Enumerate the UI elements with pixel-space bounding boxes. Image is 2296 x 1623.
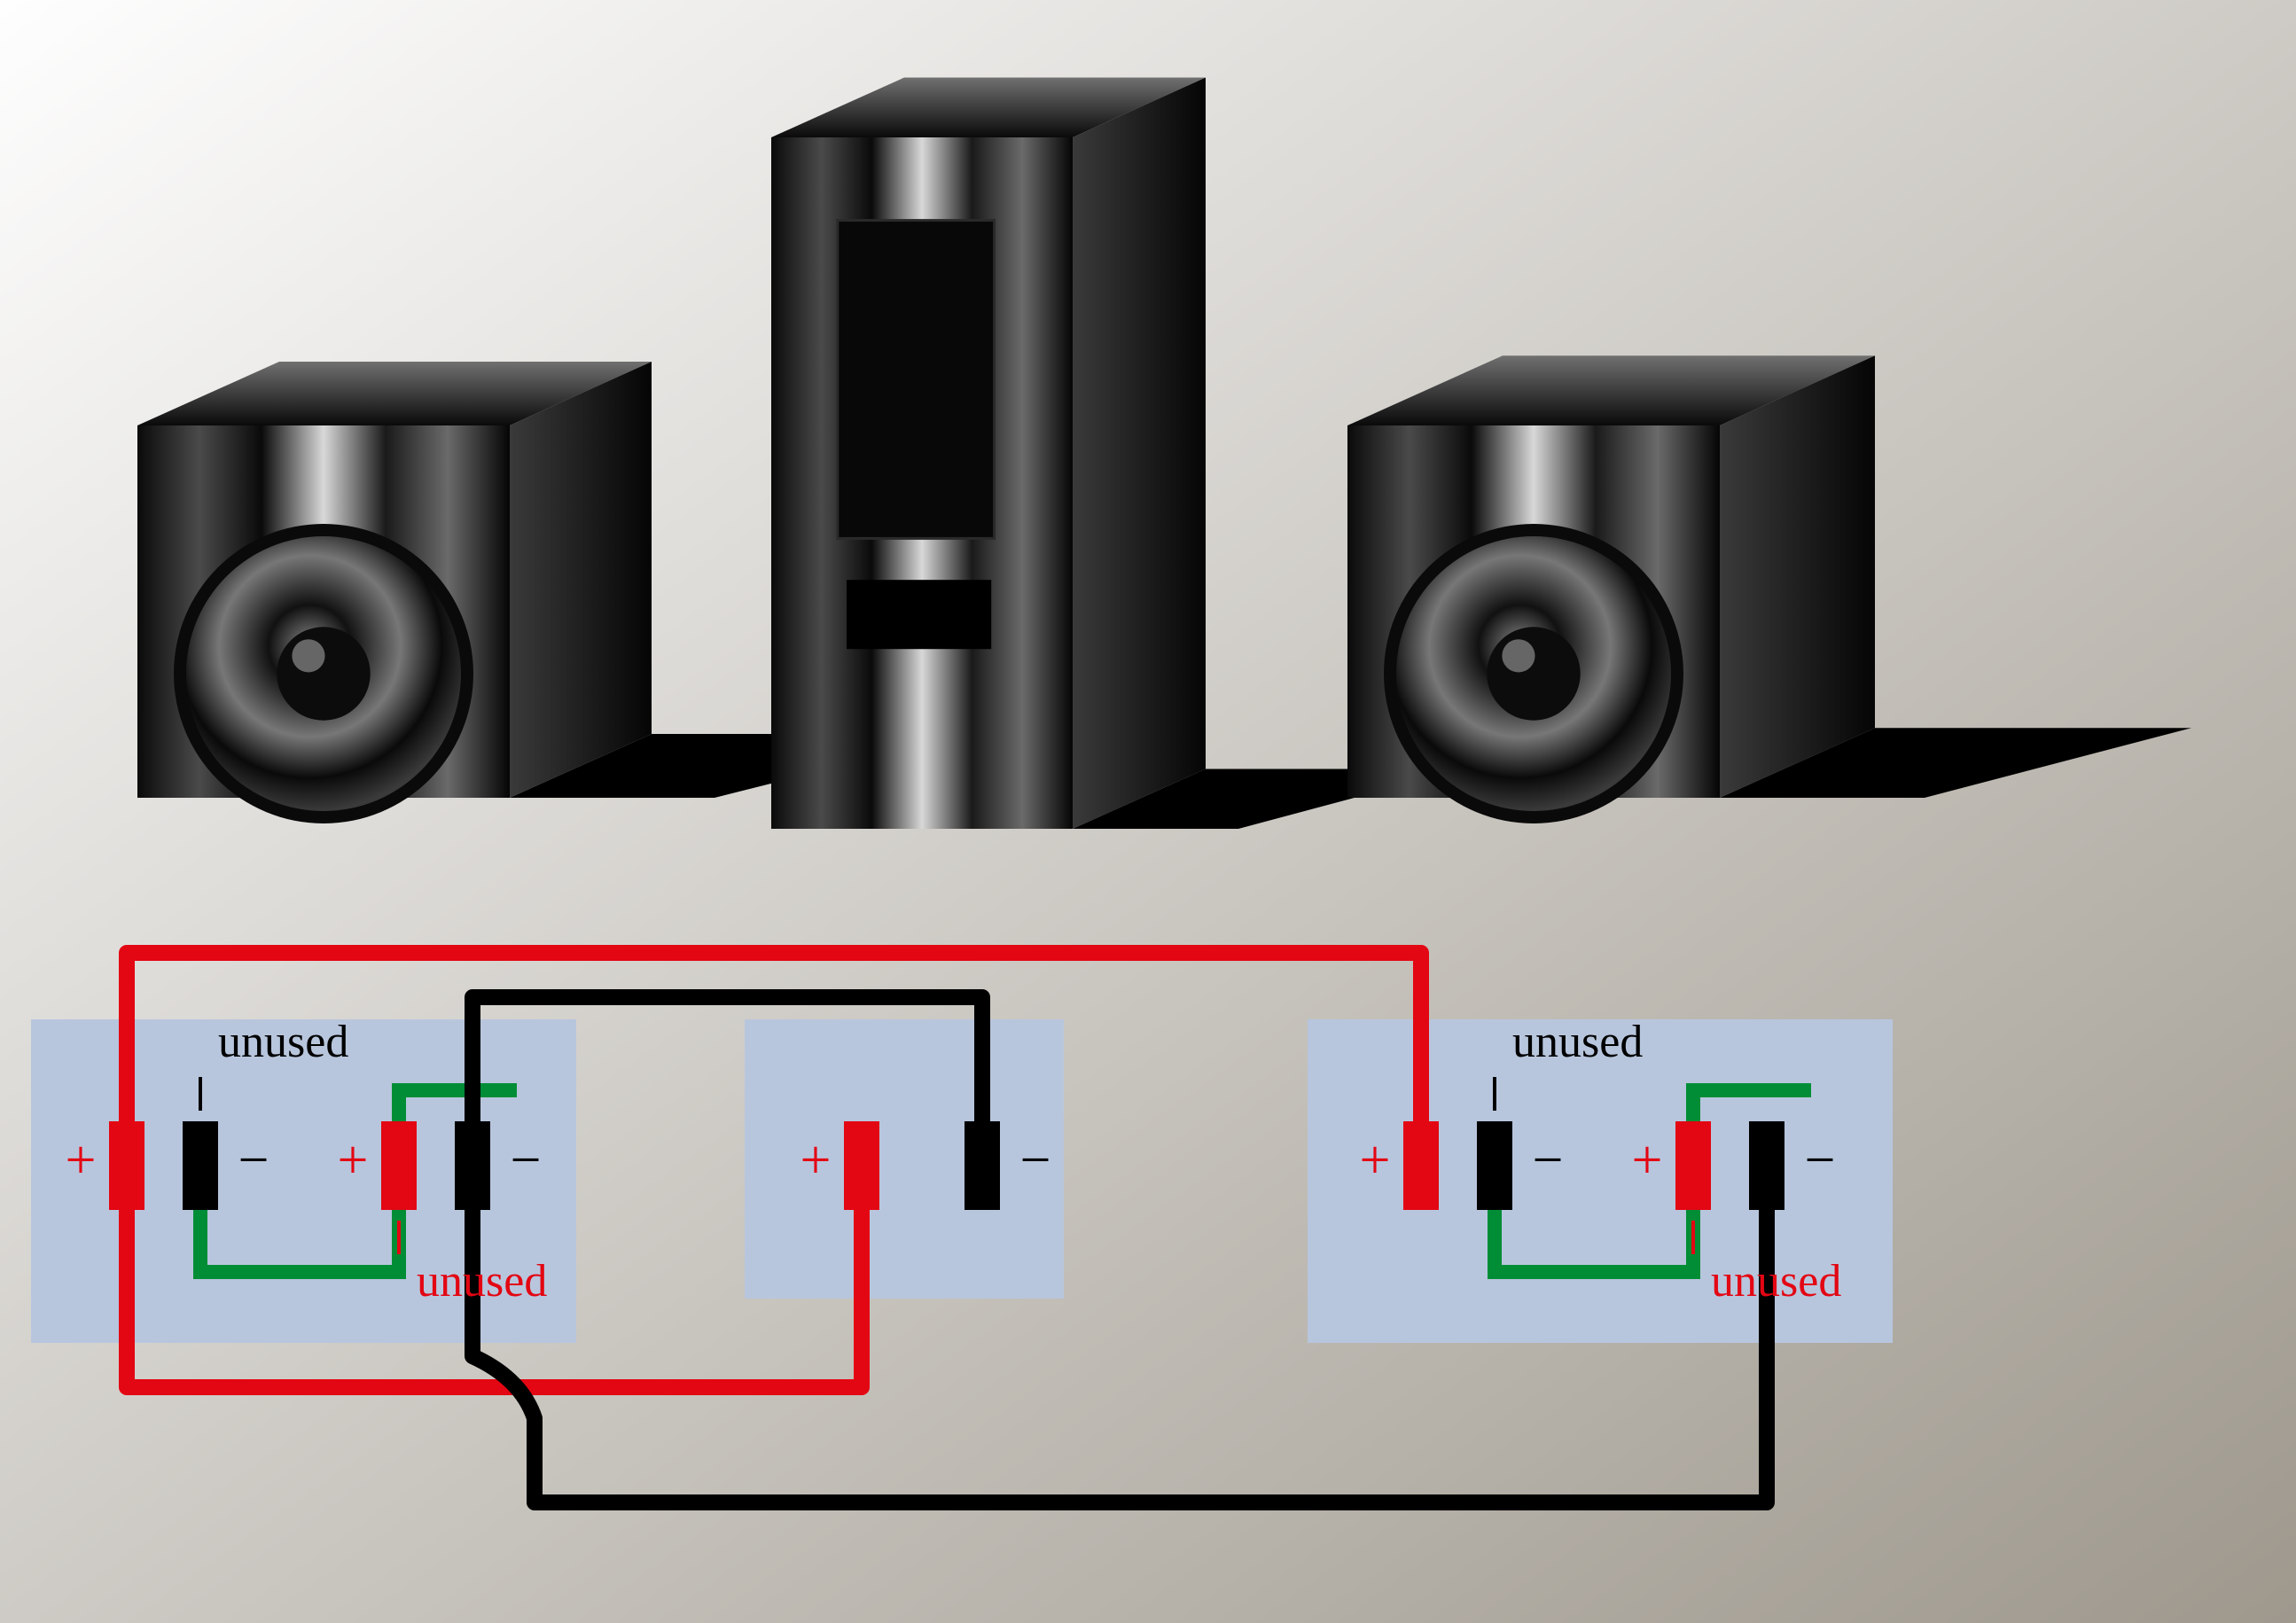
left-unused-neg-label: unused bbox=[218, 1017, 348, 1067]
right-inner-pos-terminal bbox=[1675, 1121, 1711, 1210]
right-outer-minus-sign: − bbox=[1533, 1130, 1564, 1190]
left-inner-neg-terminal bbox=[455, 1121, 490, 1210]
right-inner-neg-terminal bbox=[1749, 1121, 1784, 1210]
right-inner-plus-sign: + bbox=[1632, 1130, 1663, 1190]
left-outer-plus-sign: + bbox=[66, 1130, 97, 1190]
center-pos-terminal bbox=[844, 1121, 879, 1210]
right-unused-pos-label: unused bbox=[1711, 1256, 1841, 1307]
left-outer-pos-terminal bbox=[109, 1121, 144, 1210]
center-minus-sign: − bbox=[1020, 1130, 1051, 1190]
right-outer-pos-terminal bbox=[1403, 1121, 1439, 1210]
center-terminal-panel bbox=[745, 1019, 1064, 1299]
right-outer-plus-sign: + bbox=[1360, 1130, 1391, 1190]
center-plus-sign: + bbox=[800, 1130, 832, 1190]
left-outer-neg-terminal bbox=[183, 1121, 218, 1210]
left-outer-minus-sign: − bbox=[238, 1130, 269, 1190]
left-inner-plus-sign: + bbox=[338, 1130, 369, 1190]
left-inner-pos-terminal bbox=[381, 1121, 417, 1210]
right-unused-neg-label: unused bbox=[1512, 1017, 1643, 1067]
left-unused-pos-label: unused bbox=[417, 1256, 547, 1307]
right-outer-neg-terminal bbox=[1477, 1121, 1512, 1210]
left-inner-minus-sign: − bbox=[511, 1130, 542, 1190]
center-neg-terminal bbox=[964, 1121, 1000, 1210]
right-inner-minus-sign: − bbox=[1805, 1130, 1836, 1190]
